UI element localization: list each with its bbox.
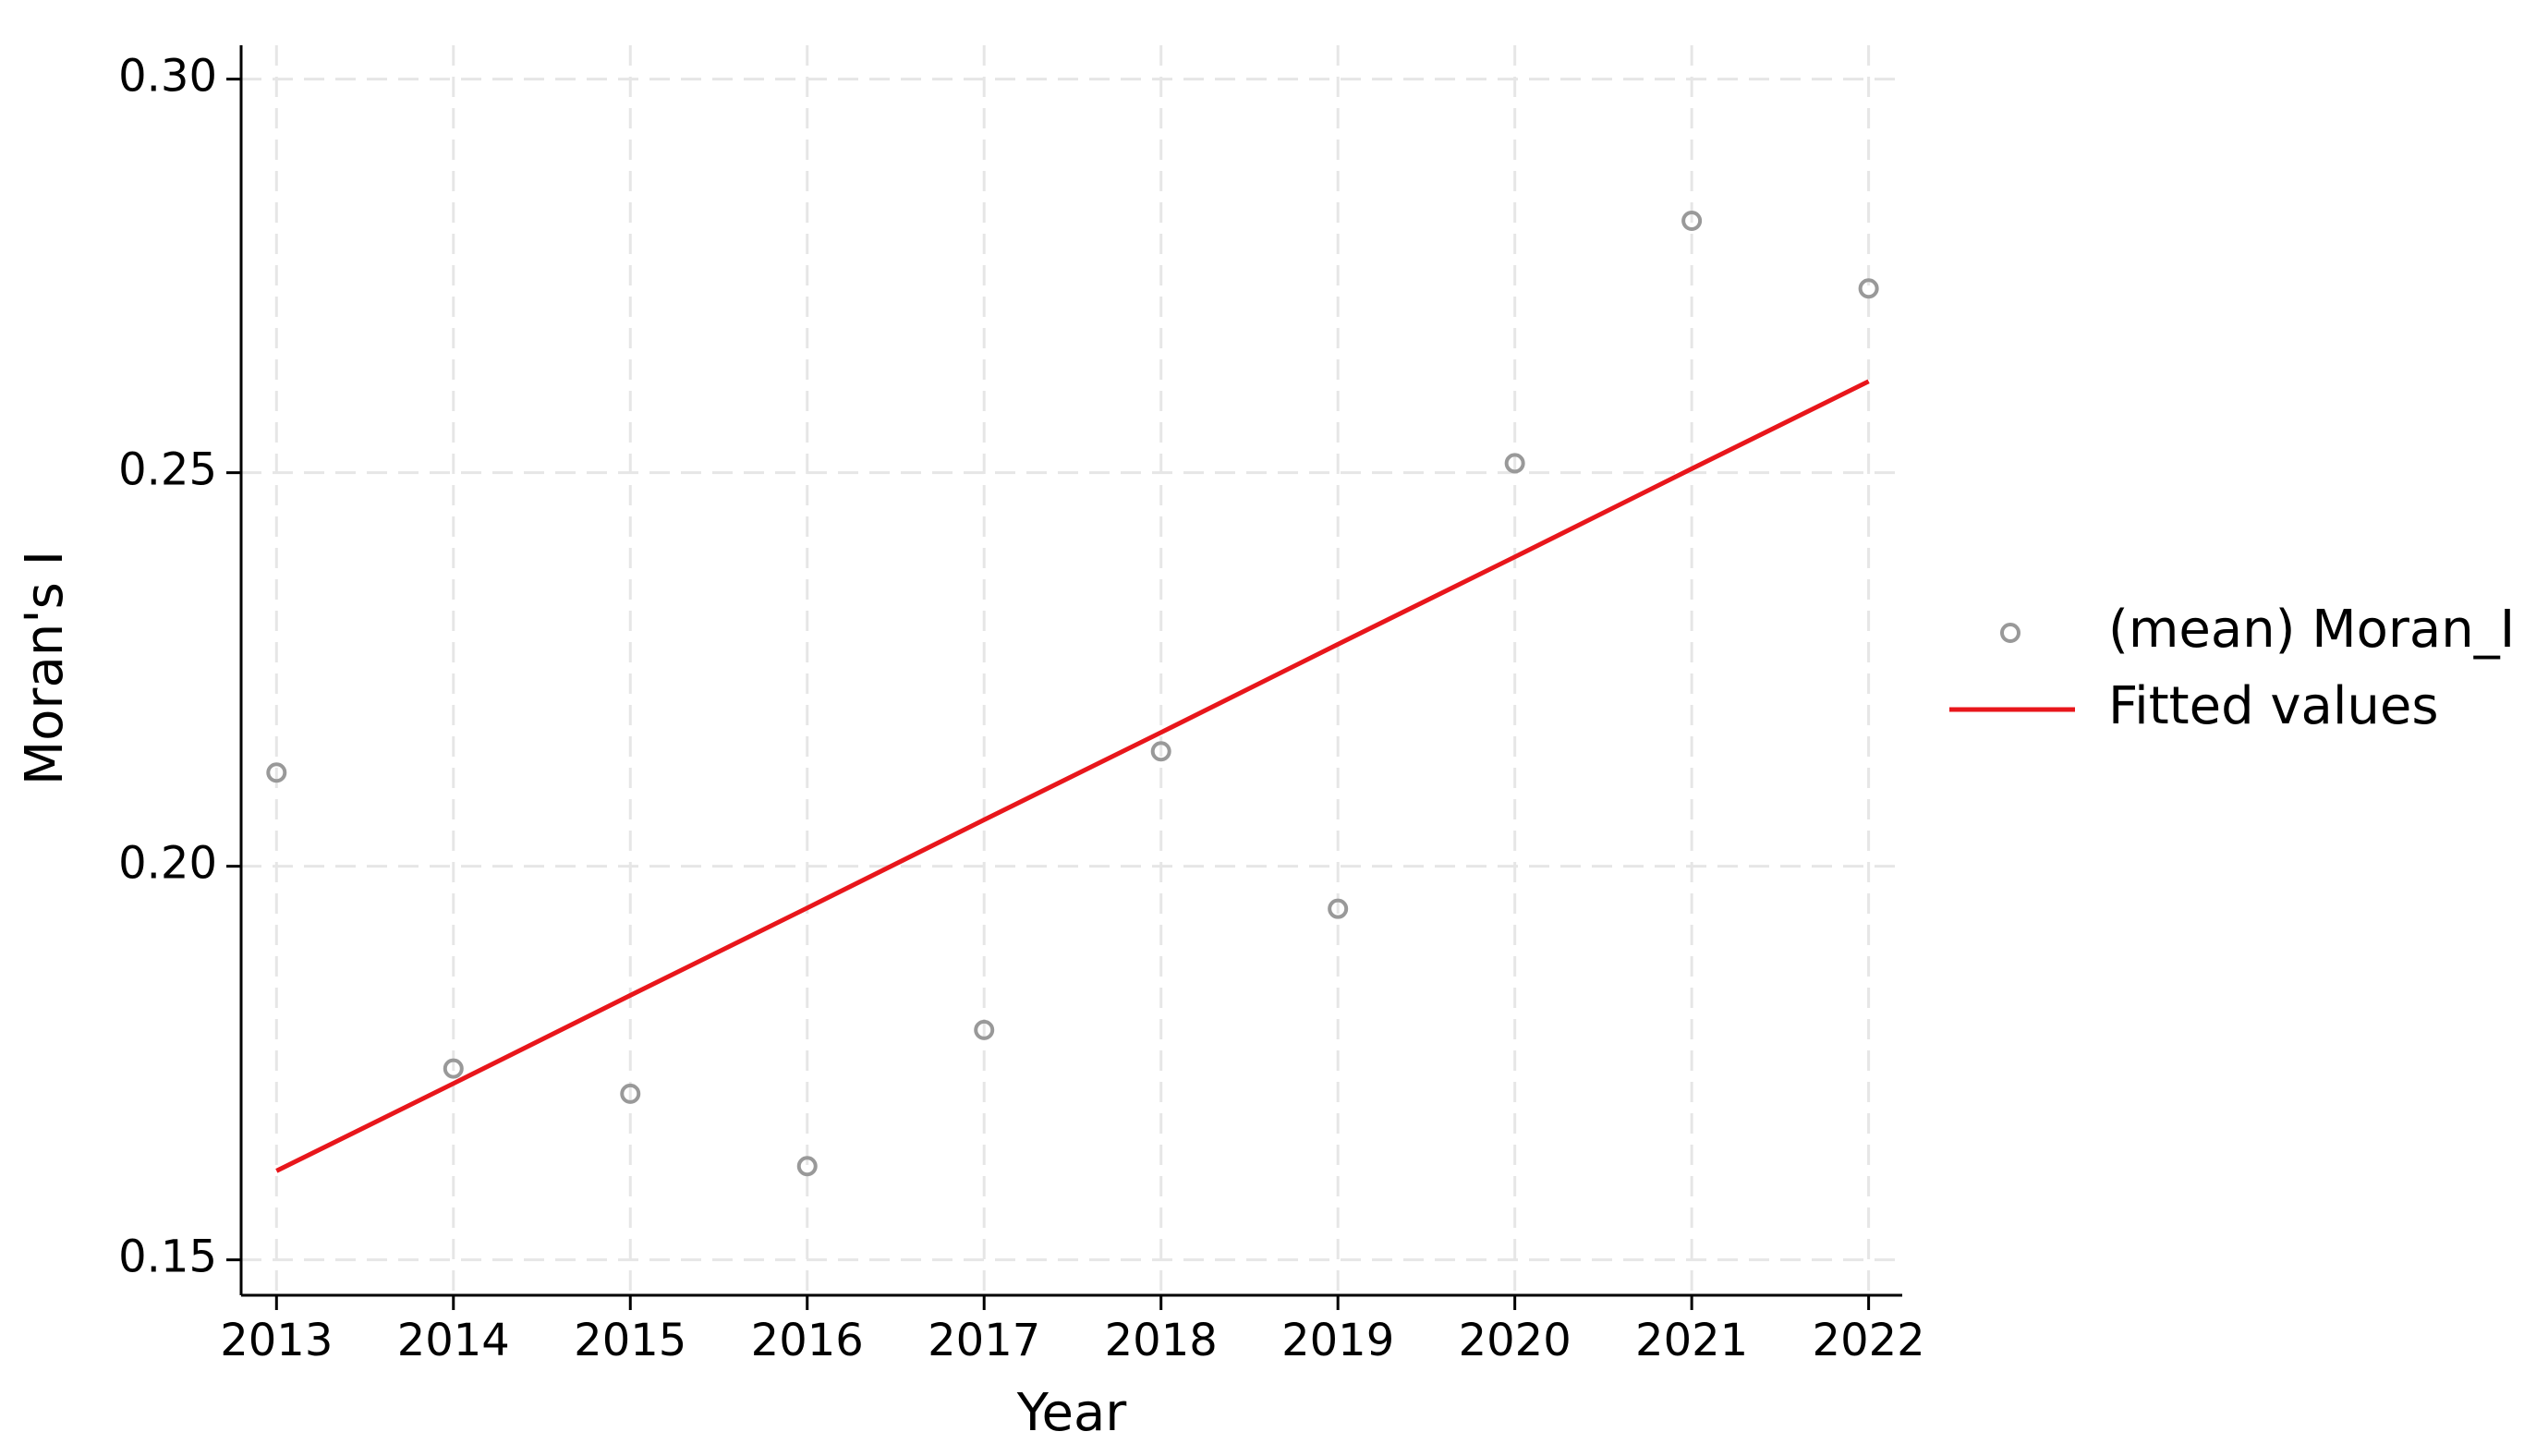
y-tick-label: 0.15 <box>118 1232 217 1283</box>
x-tick-label: 2016 <box>751 1315 864 1366</box>
point <box>620 1083 641 1104</box>
x-tick-label: 2022 <box>1813 1315 1925 1366</box>
y-tick-label: 0.30 <box>118 51 217 103</box>
point <box>1504 453 1525 474</box>
point <box>1681 210 1703 231</box>
x-tick-label: 2018 <box>1105 1315 1218 1366</box>
point <box>796 1156 818 1177</box>
x-tick-label: 2014 <box>397 1315 510 1366</box>
y-tick-label: 0.20 <box>118 838 217 890</box>
y-tick-label: 0.25 <box>118 444 217 496</box>
point <box>974 1019 995 1040</box>
y-axis-title: Moran's I <box>15 551 75 785</box>
point <box>266 762 287 783</box>
point <box>443 1058 464 1079</box>
x-tick-label: 2013 <box>220 1315 333 1366</box>
x-axis-title: Year <box>1016 1383 1128 1443</box>
fitted-line <box>275 379 1870 1173</box>
point <box>1858 278 1879 299</box>
point <box>1150 741 1171 762</box>
legend-label: (mean) Moran_I <box>2108 600 2515 660</box>
x-tick-label: 2019 <box>1281 1315 1394 1366</box>
x-tick-label: 2020 <box>1459 1315 1571 1366</box>
legend-symbol <box>2000 623 2020 643</box>
x-tick-label: 2017 <box>928 1315 1040 1366</box>
legend-label: Fitted values <box>2108 676 2439 736</box>
x-tick-label: 2015 <box>574 1315 686 1366</box>
point <box>1328 898 1349 919</box>
x-tick-label: 2021 <box>1635 1315 1748 1366</box>
